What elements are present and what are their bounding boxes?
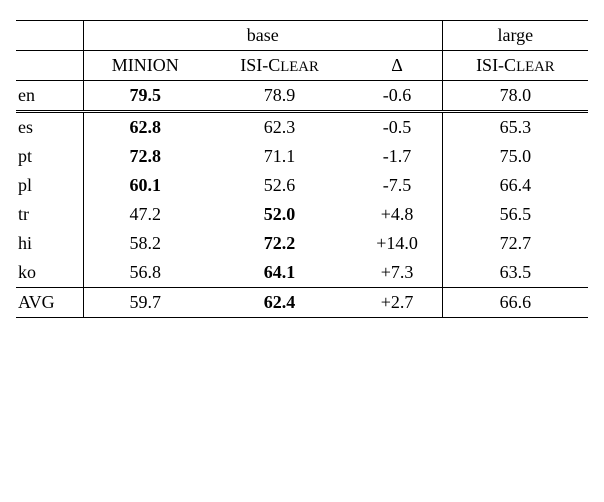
cell-large-isi: 56.5 — [442, 200, 588, 229]
cell-delta: +2.7 — [352, 288, 442, 318]
cell-delta: -7.5 — [352, 171, 442, 200]
header-base: base — [83, 21, 442, 51]
row-label: ko — [16, 258, 83, 288]
cell-minion: 72.8 — [83, 142, 206, 171]
cell-base-isi: 71.1 — [207, 142, 353, 171]
cell-base-isi: 64.1 — [207, 258, 353, 288]
cell-delta: -1.7 — [352, 142, 442, 171]
row-label: hi — [16, 229, 83, 258]
row-label: pt — [16, 142, 83, 171]
cell-delta: +4.8 — [352, 200, 442, 229]
cell-large-isi: 75.0 — [442, 142, 588, 171]
cell-minion: 58.2 — [83, 229, 206, 258]
cell-base-isi: 62.4 — [207, 288, 353, 318]
header-minion: MINION — [83, 51, 206, 81]
blank-cell — [16, 21, 83, 51]
cell-base-isi: 62.3 — [207, 112, 353, 143]
cell-minion: 62.8 — [83, 112, 206, 143]
cell-base-isi: 52.6 — [207, 171, 353, 200]
cell-large-isi: 78.0 — [442, 81, 588, 112]
cell-delta: -0.5 — [352, 112, 442, 143]
cell-delta: +7.3 — [352, 258, 442, 288]
cell-base-isi: 78.9 — [207, 81, 353, 112]
row-label: pl — [16, 171, 83, 200]
row-label: tr — [16, 200, 83, 229]
cell-minion: 47.2 — [83, 200, 206, 229]
header-large: large — [442, 21, 588, 51]
header-delta: Δ — [352, 51, 442, 81]
header-isiclear-large: ISI-CLEAR — [442, 51, 588, 81]
row-label: es — [16, 112, 83, 143]
cell-minion: 79.5 — [83, 81, 206, 112]
cell-delta: +14.0 — [352, 229, 442, 258]
cell-large-isi: 66.4 — [442, 171, 588, 200]
results-table: base large MINION ISI-CLEAR Δ ISI-CLEAR … — [16, 20, 588, 318]
cell-large-isi: 65.3 — [442, 112, 588, 143]
cell-base-isi: 52.0 — [207, 200, 353, 229]
cell-minion: 59.7 — [83, 288, 206, 318]
cell-delta: -0.6 — [352, 81, 442, 112]
cell-large-isi: 72.7 — [442, 229, 588, 258]
cell-large-isi: 66.6 — [442, 288, 588, 318]
cell-minion: 60.1 — [83, 171, 206, 200]
cell-large-isi: 63.5 — [442, 258, 588, 288]
header-isiclear-base: ISI-CLEAR — [207, 51, 353, 81]
row-label: en — [16, 81, 83, 112]
row-label: AVG — [16, 288, 83, 318]
blank-cell — [16, 51, 83, 81]
cell-base-isi: 72.2 — [207, 229, 353, 258]
cell-minion: 56.8 — [83, 258, 206, 288]
